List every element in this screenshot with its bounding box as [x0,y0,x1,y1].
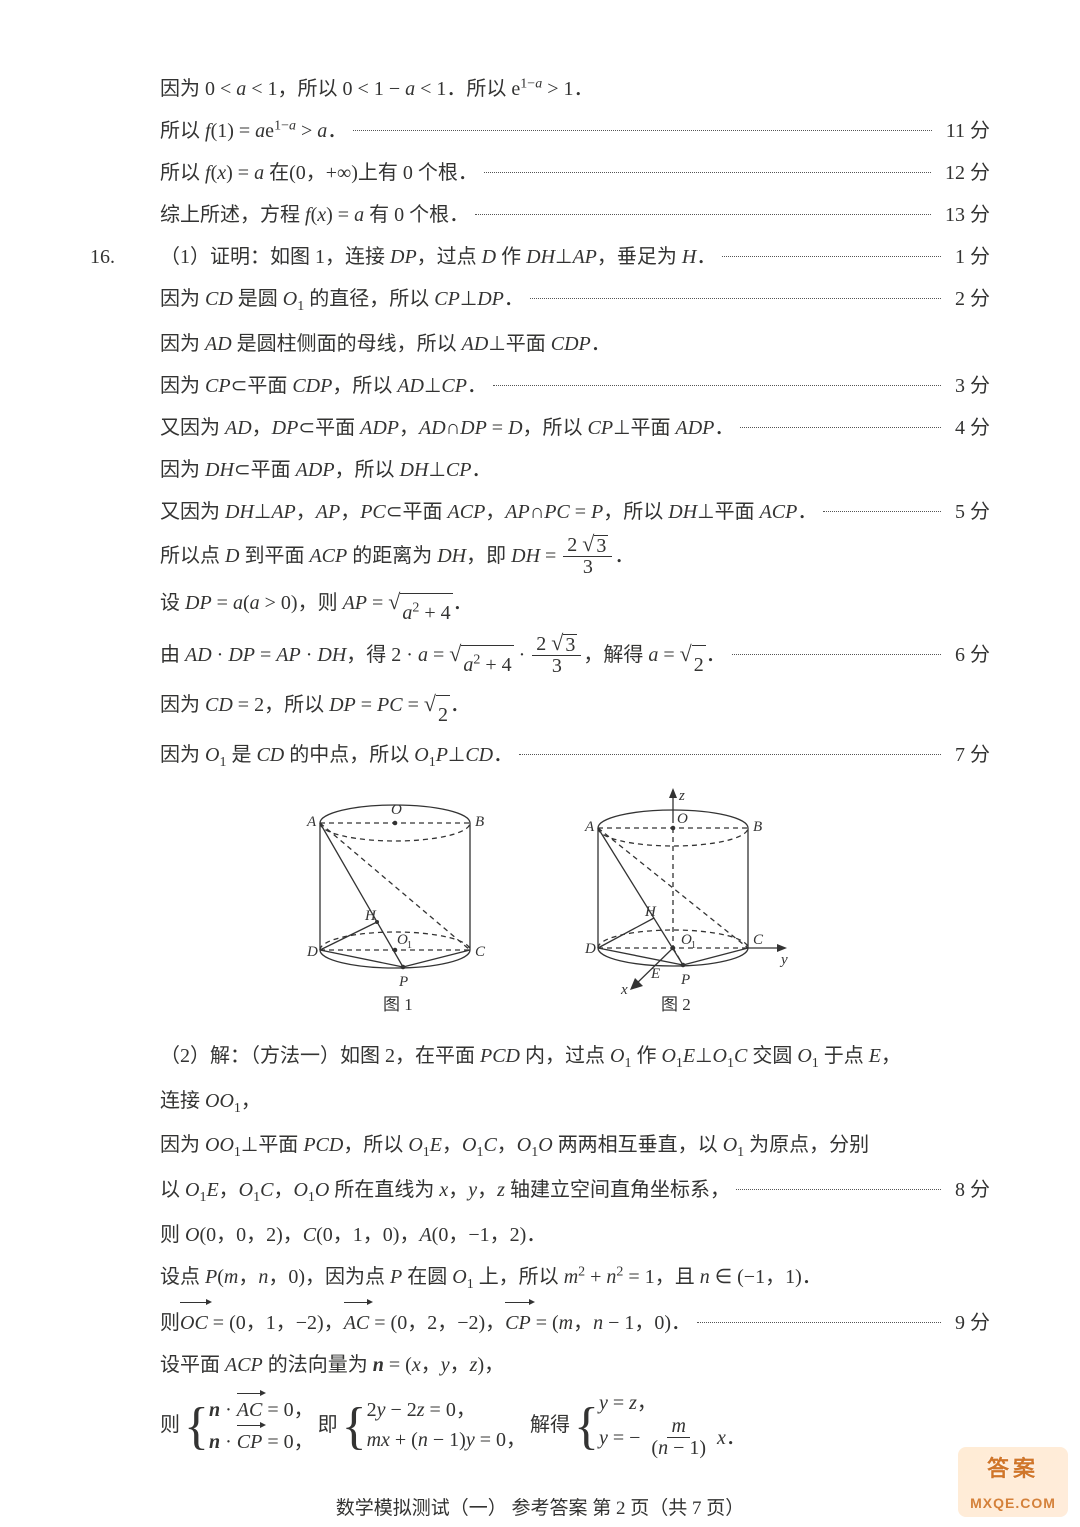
prefix: 则 [160,1406,180,1444]
score: 12 分 [937,154,990,192]
text: 又因为 DH⊥AP，AP，PC⊂平面 ACP，AP∩PC = P，所以 DH⊥平… [160,493,817,531]
svg-text:D: D [584,941,596,957]
text: 因为 CD = 2，所以 DP = PC = √2． [160,686,470,732]
q16-system-line: 则 { n · AC = 0， n · CP = 0， 即 { 2y − 2z … [90,1388,990,1461]
solution-line: 设平面 ACP 的法向量为 n = (x，y，z)， [90,1346,990,1384]
text: （2）解：（方法一）如图 2，在平面 PCD 内，过点 O1 作 O1E⊥O1C… [160,1037,901,1078]
text: 设 DP = a(a > 0)，则 AP = √a2 + 4． [160,584,473,630]
solution-line: 因为 CP⊂平面 CDP，所以 AD⊥CP． 3 分 [90,367,990,405]
solution-line: 连接 OO1， [90,1082,990,1123]
text: 因为 OO1⊥平面 PCD，所以 O1E，O1C，O1O 两两相互垂直，以 O1… [160,1126,869,1167]
question-number: 16. [90,238,160,276]
solution-line: 以 O1E，O1C，O1O 所在直线为 x，y，z 轴建立空间直角坐标系， 8 分 [90,1171,990,1212]
solve-word: 解得 [530,1406,570,1444]
figures-row: A B O D C O 1 H P 图 1 z [90,788,990,1031]
svg-text:B: B [475,814,484,830]
solution-line: 所以点 D 到平面 ACP 的距离为 DH，即 DH = 2 √33． [90,535,990,580]
score: 1 分 [947,238,990,276]
svg-text:E: E [650,966,660,982]
solution-line: 设 DP = a(a > 0)，则 AP = √a2 + 4． [90,584,990,630]
svg-text:P: P [680,972,690,988]
solution-line: 因为 OO1⊥平面 PCD，所以 O1E，O1C，O1O 两两相互垂直，以 O1… [90,1126,990,1167]
text: 因为 AD 是圆柱侧面的母线，所以 AD⊥平面 CDP． [160,325,611,363]
text: 所以点 D 到平面 ACP 的距离为 DH，即 DH = 2 √33． [160,535,634,580]
solution-line: 设点 P(m，n，0)，因为点 P 在圆 O1 上，所以 m2 + n2 = 1… [90,1258,990,1299]
score: 2 分 [947,280,990,318]
q15-line: 综上所述，方程 f(x) = a 有 0 个根． 13 分 [90,196,990,234]
score: 3 分 [947,367,990,405]
svg-text:图 1: 图 1 [383,995,413,1014]
svg-text:H: H [644,904,657,920]
text: 因为 CD 是圆 O1 的直径，所以 CP⊥DP． [160,280,524,321]
text: 所以 f(1) = ae1−a > a． [160,112,347,150]
svg-text:1: 1 [407,940,412,951]
solution-line: （2）解：（方法一）如图 2，在平面 PCD 内，过点 O1 作 O1E⊥O1C… [90,1037,990,1078]
score: 6 分 [947,636,990,674]
text: 因为 O1 是 CD 的中点，所以 O1P⊥CD． [160,736,513,777]
mid-word: 即 [318,1406,338,1444]
text: 因为 CP⊂平面 CDP，所以 AD⊥CP． [160,367,487,405]
svg-text:C: C [475,944,486,960]
svg-text:A: A [306,814,317,830]
text: 因为 DH⊂平面 ADP，所以 DH⊥CP． [160,451,491,489]
svg-text:x: x [620,982,628,998]
svg-text:P: P [398,974,408,990]
figure-2: z y x [555,788,795,1031]
svg-text:D: D [306,944,318,960]
text: 由 AD · DP = AP · DH，得 2 · a = √a2 + 4 · … [160,634,726,682]
svg-text:H: H [364,908,377,924]
q15-line: 所以 f(x) = a 在(0，+∞)上有 0 个根． 12 分 [90,154,990,192]
svg-text:A: A [584,819,595,835]
solution-line: 又因为 AD，DP⊂平面 ADP，AD∩DP = D，所以 CP⊥平面 ADP．… [90,409,990,447]
score: 13 分 [937,196,990,234]
text: 设平面 ACP 的法向量为 n = (x，y，z)， [160,1346,504,1384]
score: 8 分 [947,1171,990,1209]
solution-line: 则OC = (0，1，−2)，AC = (0，2，−2)，CP = (m，n −… [90,1302,990,1342]
text: 连接 OO1， [160,1082,261,1123]
text: 则OC = (0，1，−2)，AC = (0，2，−2)，CP = (m，n −… [160,1302,691,1342]
svg-text:图 2: 图 2 [661,995,691,1014]
text: （1）证明：如图 1，连接 DP，过点 D 作 DH⊥AP，垂足为 H． [160,238,716,276]
svg-text:y: y [779,952,788,968]
svg-text:1: 1 [691,940,696,951]
svg-text:z: z [678,788,685,804]
text: 所以 f(x) = a 在(0，+∞)上有 0 个根． [160,154,478,192]
q15-line: 因为 0 < a < 1，所以 0 < 1 − a < 1．所以 e1−a > … [90,70,990,108]
text: 又因为 AD，DP⊂平面 ADP，AD∩DP = D，所以 CP⊥平面 ADP． [160,409,734,447]
score: 4 分 [947,409,990,447]
text: 以 O1E，O1C，O1O 所在直线为 x，y，z 轴建立空间直角坐标系， [160,1171,730,1212]
text: 则 O(0，0，2)，C(0，1，0)，A(0，−1，2)． [160,1216,546,1254]
score: 9 分 [947,1304,990,1342]
solution-line: 由 AD · DP = AP · DH，得 2 · a = √a2 + 4 · … [90,634,990,682]
text: 因为 0 < a < 1，所以 0 < 1 − a < 1．所以 e1−a > … [160,70,593,108]
figure-1: AB O DC O1 H P 图 1 [285,788,505,1031]
svg-text:O: O [391,802,402,818]
solution-line: 因为 DH⊂平面 ADP，所以 DH⊥CP． [90,451,990,489]
score: 7 分 [947,736,990,774]
svg-text:B: B [753,819,762,835]
solution-line: 因为 CD = 2，所以 DP = PC = √2． [90,686,990,732]
solution-line: 因为 AD 是圆柱侧面的母线，所以 AD⊥平面 CDP． [90,325,990,363]
svg-text:O: O [677,811,688,827]
score: 11 分 [938,112,990,150]
solution-line: 又因为 DH⊥AP，AP，PC⊂平面 ACP，AP∩PC = P，所以 DH⊥平… [90,493,990,531]
score: 5 分 [947,493,990,531]
page-footer: 数学模拟测试（一） 参考答案 第 2 页（共 7 页） [90,1491,990,1527]
solution-line: 因为 O1 是 CD 的中点，所以 O1P⊥CD． 7 分 [90,736,990,777]
solution-line: 因为 CD 是圆 O1 的直径，所以 CP⊥DP． 2 分 [90,280,990,321]
q16-first-line: 16. （1）证明：如图 1，连接 DP，过点 D 作 DH⊥AP，垂足为 H．… [90,238,990,276]
watermark: 答案 MXQE.COM [958,1447,1068,1517]
svg-text:C: C [753,932,764,948]
text: 设点 P(m，n，0)，因为点 P 在圆 O1 上，所以 m2 + n2 = 1… [160,1258,822,1299]
text: 综上所述，方程 f(x) = a 有 0 个根． [160,196,469,234]
solution-line: 则 O(0，0，2)，C(0，1，0)，A(0，−1，2)． [90,1216,990,1254]
q15-line: 所以 f(1) = ae1−a > a． 11 分 [90,112,990,150]
